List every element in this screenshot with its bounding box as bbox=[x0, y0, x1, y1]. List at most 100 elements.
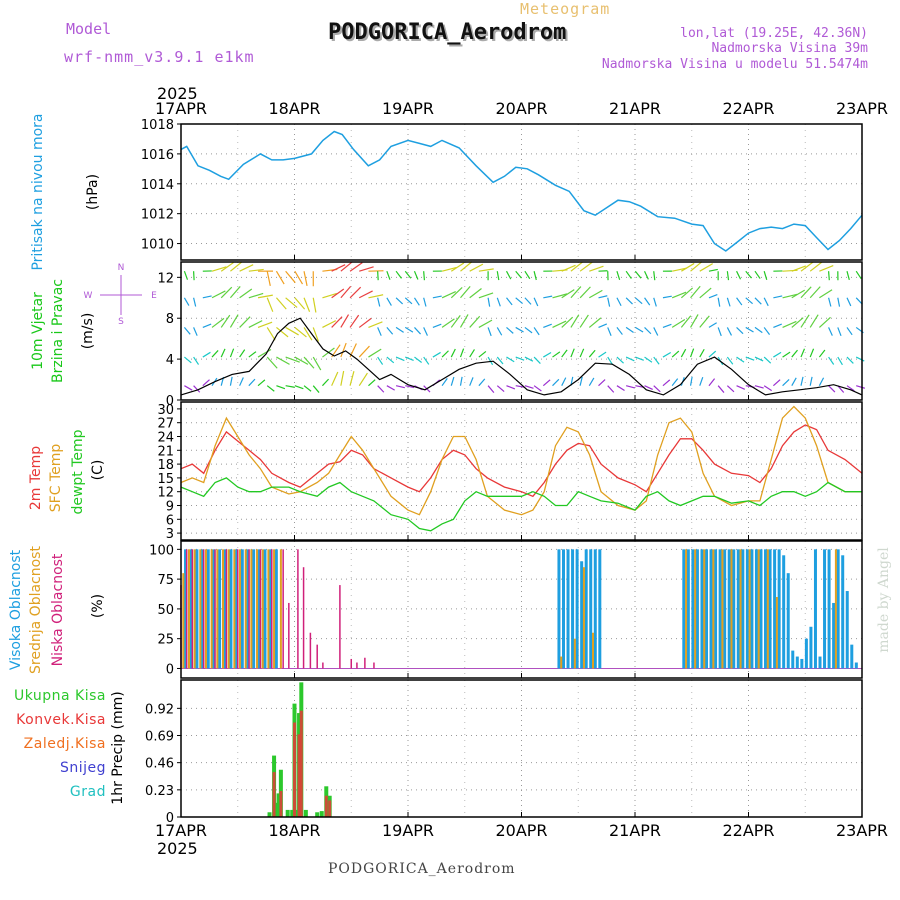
mid-cloud-bar bbox=[739, 549, 742, 669]
wind-barb bbox=[450, 262, 465, 272]
wind-barb bbox=[579, 376, 583, 386]
high-cloud-bar bbox=[206, 549, 210, 669]
high-cloud-bar bbox=[218, 549, 222, 669]
wind-barb bbox=[607, 297, 611, 307]
high-cloud-bar bbox=[723, 549, 727, 669]
panel-frame bbox=[180, 123, 863, 261]
high-cloud-bar bbox=[705, 549, 709, 669]
y-tick-label: 75 bbox=[157, 573, 174, 588]
wind-barb bbox=[754, 297, 762, 305]
wind-barb bbox=[303, 385, 312, 392]
high-cloud-bar bbox=[223, 549, 227, 669]
low-cloud-bar bbox=[350, 658, 352, 669]
high-cloud-bar bbox=[571, 549, 575, 669]
wind-barb bbox=[561, 264, 576, 272]
high-cloud-bar bbox=[589, 549, 593, 669]
wind-barb bbox=[634, 297, 643, 305]
wind-barb bbox=[524, 270, 531, 280]
high-cloud-bar bbox=[773, 549, 777, 669]
wind-barb bbox=[395, 270, 402, 279]
wind-barb bbox=[239, 316, 251, 328]
wind-barb bbox=[635, 326, 644, 333]
wind-barb bbox=[680, 348, 687, 358]
wind-barb bbox=[625, 270, 632, 279]
wind-barb bbox=[515, 297, 523, 305]
wind-barb bbox=[828, 385, 836, 393]
wind-barb bbox=[340, 314, 350, 328]
wind-barb bbox=[183, 270, 189, 280]
temp-2m-line bbox=[180, 424, 863, 498]
panel-frame bbox=[180, 261, 863, 401]
wind-barb bbox=[736, 270, 742, 280]
wind-barb bbox=[340, 342, 347, 358]
wind-barb bbox=[598, 295, 608, 299]
mid-cloud-bar bbox=[193, 549, 196, 669]
mid-cloud-bar bbox=[279, 549, 282, 669]
wind-barb bbox=[690, 285, 701, 299]
high-cloud-bar bbox=[580, 561, 584, 669]
high-cloud-bar bbox=[184, 549, 188, 669]
y-tick-label: 18 bbox=[157, 458, 174, 473]
wind-barb bbox=[828, 356, 835, 365]
panel-frame bbox=[180, 540, 863, 679]
low-cloud-bar bbox=[364, 657, 366, 669]
wind-barb bbox=[662, 295, 672, 299]
wind-barb bbox=[708, 268, 718, 272]
pressure-axis-title: Pritisak na nivou mora bbox=[30, 113, 46, 270]
high-cloud-bar bbox=[263, 549, 267, 669]
mid-cloud-bar bbox=[694, 549, 697, 669]
wind-barb bbox=[828, 297, 832, 307]
y-tick-label: 50 bbox=[157, 603, 174, 618]
wind-barb bbox=[690, 261, 703, 272]
wind-barb bbox=[588, 377, 595, 386]
y-tick-label: 1018 bbox=[141, 118, 174, 133]
wind-barb bbox=[266, 297, 274, 312]
wind-barb bbox=[846, 271, 850, 281]
high-cloud-bar bbox=[695, 549, 699, 669]
wind-barb bbox=[653, 297, 657, 307]
high-cloud-bar bbox=[795, 656, 799, 669]
high-cloud-bar bbox=[691, 549, 695, 669]
wind-axis-title: 10m Vjetar bbox=[30, 292, 46, 370]
high-cloud-bar bbox=[195, 549, 199, 669]
wind-barb bbox=[312, 356, 322, 371]
wind-barb bbox=[644, 326, 652, 335]
mid-cloud-bar bbox=[233, 549, 236, 669]
total-precip-bar bbox=[290, 809, 295, 817]
wind-barb bbox=[579, 261, 593, 272]
total-precip-bar bbox=[276, 793, 281, 817]
wind-barb bbox=[533, 271, 537, 281]
wind-barb bbox=[846, 327, 853, 336]
x-tick-label-top: 22APR bbox=[722, 99, 774, 118]
mid-cloud-bar bbox=[775, 596, 778, 669]
wind-barb bbox=[239, 288, 253, 299]
wind-barb bbox=[469, 288, 482, 299]
high-cloud-bar bbox=[718, 549, 722, 669]
mid-cloud-bar bbox=[221, 549, 224, 669]
wind-barb bbox=[800, 314, 810, 328]
wind-barb bbox=[276, 326, 289, 338]
wind-barb bbox=[276, 385, 286, 390]
wind-barb bbox=[459, 376, 463, 386]
wind-barb bbox=[754, 385, 764, 389]
y-tick-label: 0.46 bbox=[145, 757, 174, 772]
low-cloud-bar bbox=[282, 549, 284, 669]
wind-barb bbox=[460, 261, 473, 272]
y-tick-label: 9 bbox=[166, 500, 174, 515]
wind-barb bbox=[506, 326, 514, 334]
wind-barb bbox=[413, 270, 419, 280]
wind-axis-subtitle: Brzina i Pravac bbox=[50, 279, 66, 383]
wind-barb bbox=[515, 270, 522, 279]
wind-barb bbox=[671, 350, 680, 358]
wind-barb bbox=[469, 315, 481, 328]
wind-barb bbox=[800, 261, 814, 272]
compass-s-label: S bbox=[118, 317, 124, 327]
wind-barb bbox=[303, 271, 308, 287]
total-precip-bar bbox=[315, 812, 320, 817]
wind-barb bbox=[322, 378, 330, 387]
wind-barb bbox=[855, 270, 862, 280]
mid-cloud-bar bbox=[703, 549, 706, 669]
wind-barb bbox=[819, 289, 833, 299]
x-tick-label-bottom: 22APR bbox=[722, 821, 774, 840]
y-tick-label: 1012 bbox=[141, 208, 174, 223]
